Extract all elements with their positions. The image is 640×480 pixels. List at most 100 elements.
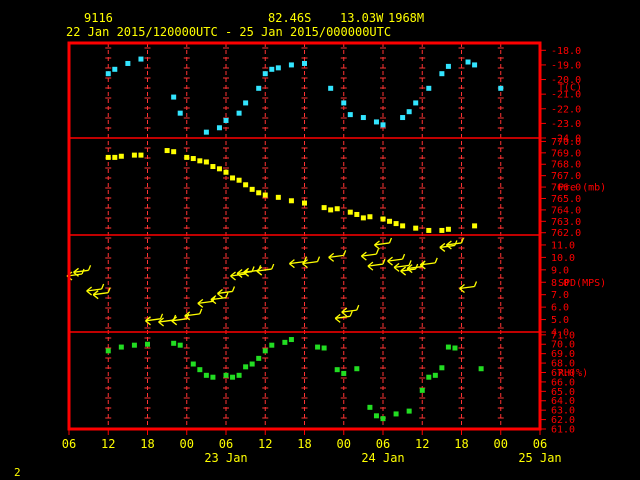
humidity-y-tick-label: 70.0 xyxy=(551,340,575,351)
humidity-point xyxy=(203,372,209,378)
pressure-y-tick-label: 769.0 xyxy=(551,148,581,159)
y-tick-layer: -18.0 -19.0 -20.0 -21.0 -22.0 -23.0 -24.0 T(C) 7… xyxy=(540,46,606,436)
humidity-point xyxy=(131,342,137,348)
temperature-point xyxy=(262,71,268,77)
wind-barb xyxy=(367,258,386,271)
pressure-point xyxy=(197,158,203,164)
temperature-y-tick-label: -18.0 xyxy=(551,46,581,57)
temperature-point xyxy=(223,117,229,123)
pressure-point xyxy=(360,215,366,221)
pressure-point xyxy=(171,149,177,155)
temperature-point xyxy=(413,100,419,106)
humidity-point xyxy=(373,413,379,419)
temperature-point xyxy=(360,115,366,121)
pressure-point xyxy=(328,207,334,213)
x-tick-label: 00 xyxy=(337,437,351,451)
wind-barb xyxy=(145,313,164,326)
pressure-point xyxy=(138,152,144,158)
wind-barb xyxy=(217,286,236,298)
wind-barb xyxy=(393,260,412,272)
humidity-point xyxy=(171,340,177,346)
pressure-y-tick-label: 767.0 xyxy=(551,171,581,182)
pressure-point xyxy=(288,198,294,204)
station-latitude: 82.46S xyxy=(268,11,311,25)
pressure-y-tick-label: 768.0 xyxy=(551,160,581,171)
temperature-point xyxy=(406,109,412,115)
pressure-point xyxy=(223,169,229,175)
humidity-point xyxy=(118,344,124,350)
x-tick-label: 18 xyxy=(454,437,468,451)
pressure-point xyxy=(203,159,209,165)
wind-barb xyxy=(341,304,360,317)
pressure-point xyxy=(275,194,281,200)
humidity-point xyxy=(288,337,294,343)
humidity-point xyxy=(269,342,275,348)
data-layer xyxy=(66,56,504,422)
pressure-point xyxy=(184,154,190,160)
page-number: 2 xyxy=(14,466,21,479)
date-label: 25 Jan xyxy=(518,451,561,465)
wind-y-tick-label: 10.0 xyxy=(551,253,575,264)
wind-barb xyxy=(334,311,353,323)
temperature-point xyxy=(465,59,471,65)
humidity-y-tick-label: 61.0 xyxy=(551,425,575,436)
humidity-point xyxy=(406,408,412,414)
humidity-point xyxy=(341,370,347,376)
temperature-point xyxy=(275,65,281,71)
wind-barb xyxy=(328,250,347,262)
temperature-point xyxy=(171,94,177,100)
temperature-point xyxy=(236,110,242,116)
station-longitude: 13.03W xyxy=(340,11,384,25)
humidity-point xyxy=(197,367,203,373)
humidity-point xyxy=(439,365,445,371)
wind-panel-label: SPD(MPS) xyxy=(558,278,606,289)
pressure-point xyxy=(400,223,406,229)
humidity-point xyxy=(321,345,327,351)
wind-barb xyxy=(92,287,111,300)
humidity-point xyxy=(177,342,183,348)
date-label: 24 Jan xyxy=(361,451,404,465)
humidity-point xyxy=(190,361,196,367)
temperature-y-tick-label: -23.0 xyxy=(551,119,581,130)
wind-barb xyxy=(289,256,308,269)
humidity-y-tick-label: 66.0 xyxy=(551,377,575,388)
wind-barb xyxy=(459,281,478,293)
humidity-point xyxy=(236,372,242,378)
humidity-y-tick-label: 69.0 xyxy=(551,349,575,360)
date-label: 23 Jan xyxy=(204,451,247,465)
pressure-point xyxy=(105,154,111,160)
temperature-panel-label: T(C) xyxy=(558,82,582,93)
wind-y-tick-label: 8.0 xyxy=(551,278,569,289)
temperature-point xyxy=(112,66,118,72)
temperature-y-tick-label: -24.0 xyxy=(551,134,581,145)
humidity-point xyxy=(445,344,451,350)
pressure-point xyxy=(190,156,196,162)
humidity-point xyxy=(354,366,360,372)
humidity-y-tick-label: 67.0 xyxy=(551,368,575,379)
x-tick-label: 00 xyxy=(180,437,194,451)
humidity-point xyxy=(432,372,438,378)
pressure-point xyxy=(302,200,307,206)
pressure-point xyxy=(236,177,242,183)
pressure-panel-label: Pre (mb) xyxy=(558,183,606,194)
station-elevation: 1968M xyxy=(388,11,424,25)
humidity-point xyxy=(105,348,111,354)
station-id: 9116 xyxy=(84,11,113,25)
temperature-point xyxy=(256,85,262,91)
wind-barb xyxy=(360,248,379,261)
temperature-point xyxy=(302,60,307,66)
pressure-point xyxy=(164,148,170,154)
wind-y-tick-label: 11.0 xyxy=(551,240,575,251)
humidity-point xyxy=(452,345,458,351)
pressure-point xyxy=(243,182,249,188)
x-tick-label: 18 xyxy=(297,437,311,451)
temperature-point xyxy=(269,66,275,72)
temperature-point xyxy=(347,112,353,118)
temperature-point xyxy=(445,63,451,69)
humidity-point xyxy=(249,361,255,367)
pressure-point xyxy=(321,205,327,211)
humidity-y-tick-label: 62.0 xyxy=(551,415,575,426)
pressure-y-tick-label: 763.0 xyxy=(551,217,581,228)
wind-barb xyxy=(256,263,275,276)
